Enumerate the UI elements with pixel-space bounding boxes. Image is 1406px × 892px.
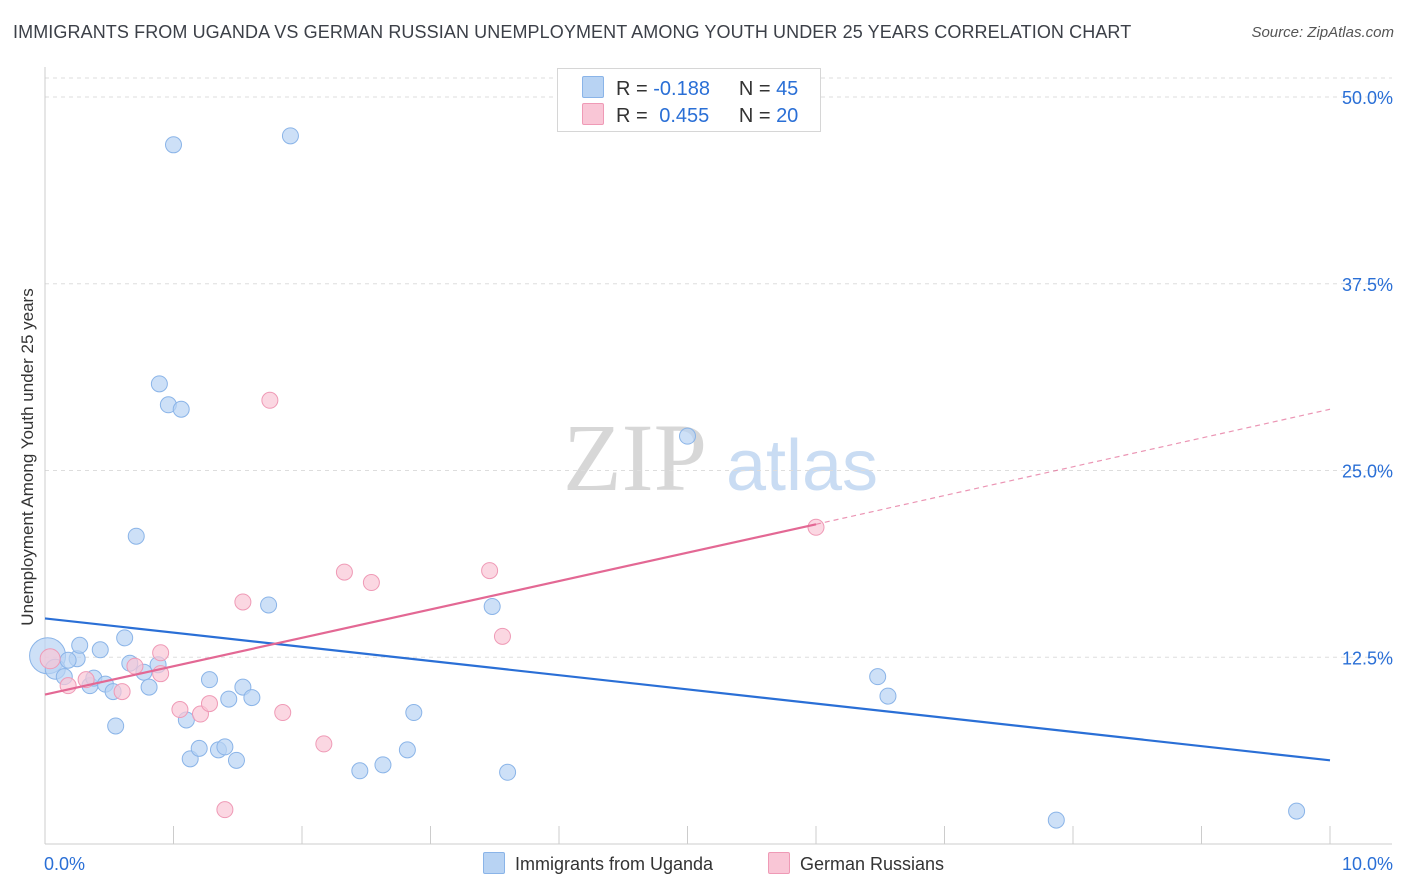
n-label: N = bbox=[738, 78, 771, 100]
german-russian-point bbox=[234, 593, 252, 611]
r-label: R = bbox=[616, 78, 648, 100]
uganda-point bbox=[227, 751, 245, 769]
german-russian-swatch bbox=[582, 103, 604, 125]
r-value: 0.455 bbox=[659, 105, 710, 127]
watermark-atlas: atlas bbox=[726, 426, 878, 506]
german-russian-point bbox=[261, 391, 279, 409]
uganda-point bbox=[116, 629, 134, 647]
uganda-point bbox=[127, 527, 145, 545]
uganda-point bbox=[679, 427, 696, 445]
uganda-point bbox=[172, 400, 190, 418]
german-russian-point bbox=[152, 644, 170, 662]
legend-label: German Russians bbox=[800, 854, 945, 874]
uganda-point bbox=[216, 738, 234, 756]
watermark-zip: ZIP bbox=[563, 404, 707, 511]
uganda-point bbox=[59, 651, 77, 669]
german-russian-point bbox=[493, 627, 511, 645]
german-russian-point bbox=[335, 563, 353, 581]
uganda-point bbox=[351, 762, 369, 780]
uganda-point bbox=[499, 763, 517, 781]
y-tick-label: 50.0% bbox=[1342, 88, 1393, 108]
uganda-point bbox=[260, 596, 278, 614]
uganda-point bbox=[1288, 802, 1306, 820]
y-tick-label: 25.0% bbox=[1342, 462, 1393, 482]
german-russian-point bbox=[126, 657, 144, 675]
uganda-swatch bbox=[483, 852, 505, 874]
uganda-point bbox=[71, 636, 89, 654]
german-russian-swatch bbox=[768, 852, 790, 874]
uganda-point bbox=[869, 668, 887, 686]
german-russian-point bbox=[216, 801, 234, 819]
legend-item-german-russian: German Russians bbox=[768, 852, 944, 875]
german-russian-trend-line-extension bbox=[815, 408, 1331, 525]
x-tick-label: 0.0% bbox=[44, 854, 85, 874]
r-label: R = bbox=[616, 105, 648, 127]
legend-row-german-russian: R = 0.455 N = 20 bbox=[582, 103, 798, 127]
uganda-point bbox=[483, 597, 501, 615]
uganda-swatch bbox=[582, 76, 604, 98]
german-russian-point bbox=[39, 648, 61, 670]
uganda-point bbox=[91, 641, 109, 659]
uganda-point bbox=[190, 739, 208, 757]
n-label: N = bbox=[738, 105, 771, 127]
german-russian-point bbox=[113, 683, 131, 701]
uganda-point bbox=[140, 678, 158, 696]
uganda-point bbox=[398, 741, 416, 759]
source-label: Source: ZipAtlas.com bbox=[1251, 24, 1394, 41]
n-value: 20 bbox=[776, 105, 799, 127]
uganda-point bbox=[220, 690, 238, 708]
german-russian-point bbox=[171, 701, 189, 719]
uganda-point bbox=[405, 704, 423, 722]
uganda-point bbox=[879, 687, 897, 705]
german-russian-point bbox=[481, 562, 499, 580]
x-tick-label: 10.0% bbox=[1342, 854, 1393, 874]
legend-row-uganda: R = -0.188 N = 45 bbox=[582, 76, 798, 100]
correlation-legend: R = -0.188 N = 45 R = 0.455 N = 20 bbox=[557, 68, 821, 132]
german-russian-trend-line bbox=[44, 523, 817, 696]
uganda-point bbox=[200, 671, 218, 689]
chart-title: IMMIGRANTS FROM UGANDA VS GERMAN RUSSIAN… bbox=[13, 22, 1132, 42]
y-tick-label: 37.5% bbox=[1342, 275, 1393, 295]
series-legend: Immigrants from Uganda German Russians bbox=[0, 852, 1406, 878]
uganda-point bbox=[243, 689, 261, 707]
uganda-point bbox=[150, 375, 168, 393]
uganda-point bbox=[374, 756, 392, 774]
uganda-point bbox=[281, 127, 299, 145]
german-russian-point bbox=[274, 704, 292, 722]
uganda-point bbox=[165, 136, 182, 154]
legend-label: Immigrants from Uganda bbox=[515, 854, 714, 874]
uganda-trend-line bbox=[44, 617, 1331, 762]
german-russian-point bbox=[362, 574, 380, 592]
y-tick-label: 12.5% bbox=[1342, 648, 1393, 668]
uganda-point bbox=[107, 717, 125, 735]
r-value: -0.188 bbox=[653, 78, 710, 100]
n-value: 45 bbox=[776, 78, 799, 100]
german-russian-point bbox=[200, 695, 218, 713]
german-russian-point bbox=[807, 518, 825, 536]
uganda-point bbox=[1047, 811, 1065, 829]
legend-item-uganda: Immigrants from Uganda bbox=[483, 852, 713, 875]
german-russian-point bbox=[315, 735, 333, 753]
